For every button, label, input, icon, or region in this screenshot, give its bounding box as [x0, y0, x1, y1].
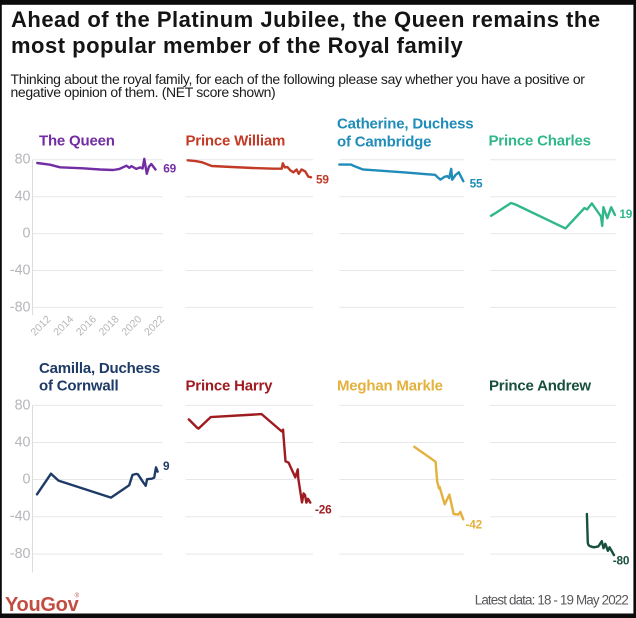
svg-text:80: 80	[15, 397, 31, 413]
svg-text:-26: -26	[315, 503, 332, 517]
svg-text:55: 55	[470, 176, 483, 190]
svg-text:2012: 2012	[29, 313, 54, 338]
svg-text:-80: -80	[10, 546, 31, 562]
svg-text:Prince Andrew: Prince Andrew	[489, 378, 591, 395]
svg-text:Camilla, Duchess: Camilla, Duchess	[39, 360, 160, 377]
svg-text:40: 40	[15, 189, 31, 205]
svg-text:Prince William: Prince William	[186, 132, 286, 149]
svg-text:0: 0	[23, 471, 31, 487]
svg-text:Catherine, Duchess: Catherine, Duchess	[337, 116, 473, 133]
svg-text:Meghan Markle: Meghan Markle	[337, 378, 443, 395]
svg-text:-40: -40	[10, 509, 31, 525]
svg-text:69: 69	[163, 162, 176, 176]
svg-text:2018: 2018	[97, 313, 122, 338]
svg-text:40: 40	[15, 434, 31, 450]
svg-text:-40: -40	[10, 262, 31, 278]
svg-text:The Queen: The Queen	[39, 132, 115, 149]
svg-text:Latest data: 18 - 19 May 2022: Latest data: 18 - 19 May 2022	[475, 592, 629, 607]
svg-text:2016: 2016	[74, 313, 99, 338]
svg-text:of Cambridge: of Cambridge	[337, 133, 431, 150]
svg-text:2014: 2014	[51, 313, 76, 338]
svg-text:of Cornwall: of Cornwall	[39, 378, 118, 395]
svg-text:19: 19	[619, 207, 632, 221]
svg-text:-42: -42	[466, 518, 483, 532]
svg-text:YouGov: YouGov	[5, 594, 80, 616]
svg-text:0: 0	[23, 226, 31, 242]
svg-text:Prince Harry: Prince Harry	[186, 378, 274, 395]
svg-text:-80: -80	[613, 554, 630, 568]
svg-text:9: 9	[163, 459, 170, 473]
svg-text:®: ®	[75, 593, 80, 600]
svg-text:2020: 2020	[119, 313, 144, 338]
svg-text:59: 59	[316, 173, 329, 187]
svg-text:Prince Charles: Prince Charles	[489, 132, 591, 149]
svg-text:2022: 2022	[142, 313, 167, 338]
svg-text:80: 80	[15, 152, 31, 168]
svg-text:-80: -80	[10, 299, 31, 315]
